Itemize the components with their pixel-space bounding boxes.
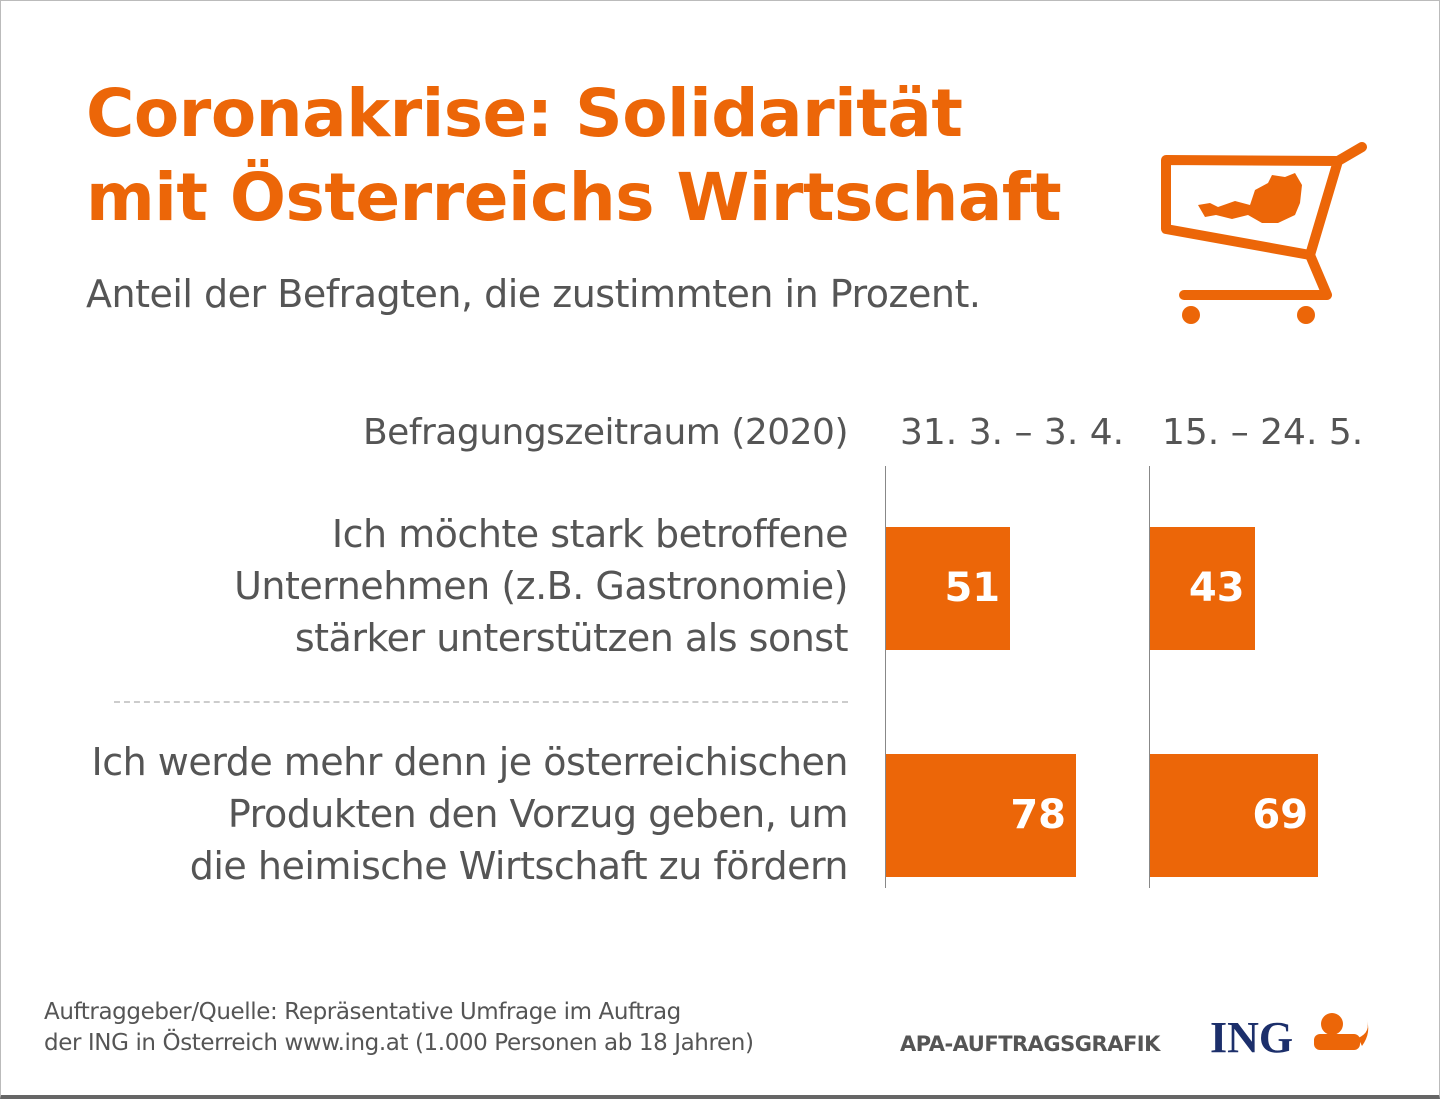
category-line: die heimische Wirtschaft zu fördern [189, 844, 849, 888]
category-line: Unternehmen (z.B. Gastronomie) [234, 564, 848, 608]
category-label-1: Ich möchte stark betroffene Unternehmen … [48, 508, 848, 664]
title-line: mit Österreichs Wirtschaft [86, 159, 1062, 236]
axis-line-1 [885, 466, 886, 888]
category-line: Produkten den Vorzug geben, um [227, 792, 849, 836]
title-line: Coronakrise: Solidarität [86, 75, 963, 152]
bar-s1-c1 [886, 527, 1011, 650]
category-line: Ich werde mehr denn je österreichischen [91, 740, 849, 784]
bar-s2-c1 [1150, 527, 1255, 650]
bar-value-label: 43 [1188, 565, 1245, 611]
category-line: Ich möchte stark betroffene [331, 512, 849, 556]
credit: APA-AUFTRAGSGRAFIK [900, 1032, 1160, 1056]
axis-line-2 [1149, 466, 1150, 888]
ing-lion-icon [1314, 1013, 1369, 1050]
bar-s2-c2 [1150, 754, 1319, 877]
bar-value-label: 69 [1252, 792, 1309, 838]
category-label-2: Ich werde mehr denn je österreichischen … [48, 736, 849, 892]
period-label: Befragungszeitraum (2020) [362, 412, 849, 453]
chart-subtitle: Anteil der Befragten, die zustimmten in … [86, 272, 981, 316]
ing-logo: ING [1210, 1013, 1294, 1062]
source-line: Auftraggeber/Quelle: Repräsentative Umfr… [44, 999, 681, 1025]
row-separator [114, 701, 848, 703]
chart-title: Coronakrise: Solidarität mit Österreichs … [86, 72, 1062, 240]
series-label-1: 31. 3. – 3. 4. [900, 412, 1125, 453]
shopping-cart-austria-icon [1161, 142, 1367, 324]
source-line: der ING in Österreich www.ing.at (1.000 … [44, 1030, 754, 1056]
bar-value-label: 78 [1010, 792, 1066, 838]
source-note: Auftraggeber/Quelle: Repräsentative Umfr… [44, 997, 754, 1059]
category-line: stärker unterstützen als sonst [294, 616, 849, 660]
series-label-2: 15. – 24. 5. [1162, 412, 1364, 453]
bar-s1-c2 [886, 754, 1077, 877]
bar-value-label: 51 [944, 565, 1001, 611]
